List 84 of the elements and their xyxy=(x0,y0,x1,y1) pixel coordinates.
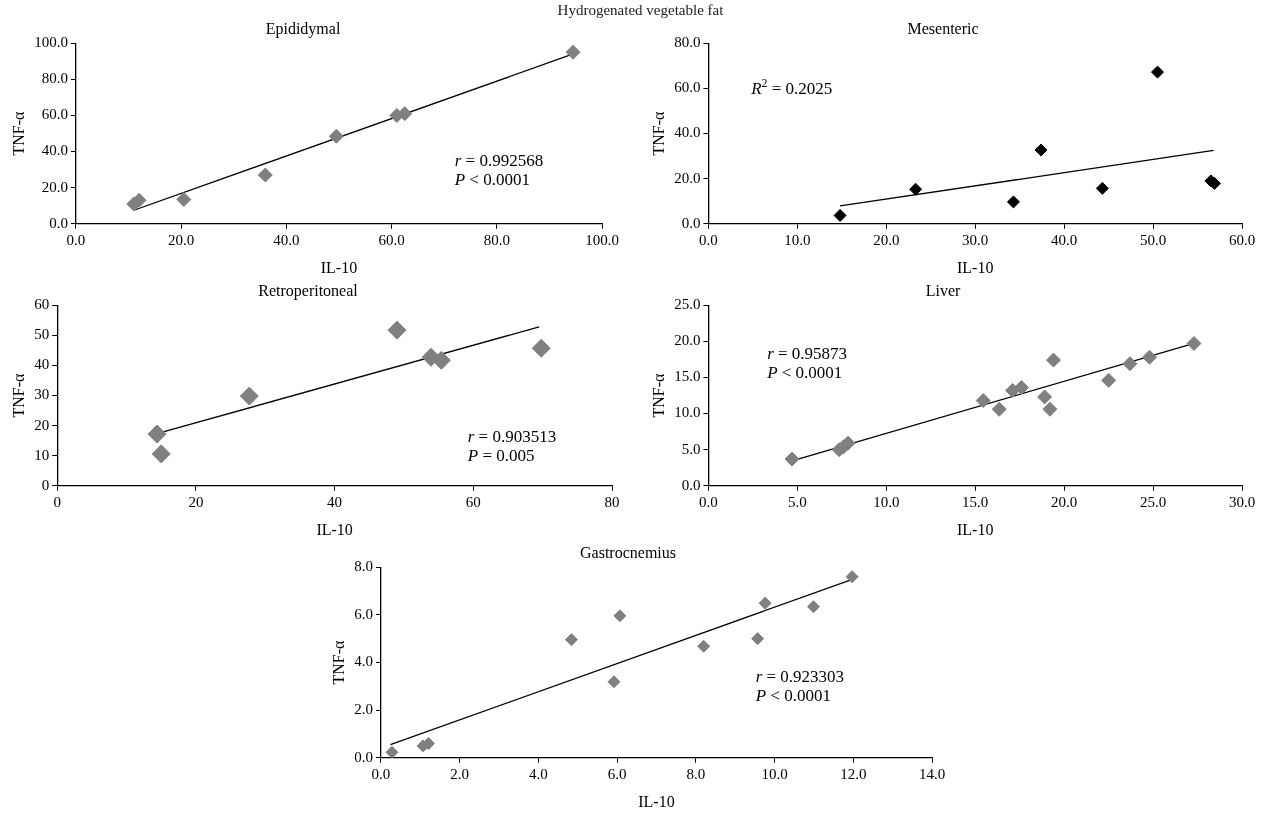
y-tick-label: 40.0 xyxy=(41,142,68,159)
y-tick-label: 80.0 xyxy=(674,34,701,51)
y-tick-label: 25.0 xyxy=(674,296,701,313)
x-tick-label: 20.0 xyxy=(873,231,900,248)
x-axis-title: IL-10 xyxy=(957,258,994,276)
text: Hydrogenated vegetable fat xyxy=(556,2,725,19)
x-tick-label: 14.0 xyxy=(918,765,946,782)
x-tick-label: 80 xyxy=(604,493,620,510)
x-tick-label: 20.0 xyxy=(168,231,195,248)
chart-title: Retroperitoneal xyxy=(258,281,359,300)
y-tick-label: 80.0 xyxy=(41,70,68,87)
annotation: P = 0.005 xyxy=(466,446,535,466)
x-tick-label: 6.0 xyxy=(607,765,627,782)
y-tick-label: 6.0 xyxy=(354,605,373,622)
annotation: r = 0.903513 xyxy=(467,427,557,447)
x-tick-label: 0.0 xyxy=(699,231,718,248)
x-tick-label: 40 xyxy=(327,493,343,510)
annotation: r = 0.95873 xyxy=(767,344,848,364)
y-axis-title: TNF-α xyxy=(9,372,27,418)
y-axis-title: TNF-α xyxy=(329,639,347,685)
x-tick-label: 60.0 xyxy=(1228,231,1256,248)
y-tick-label: 5.0 xyxy=(681,440,701,457)
y-tick-label: 20.0 xyxy=(41,178,68,195)
x-tick-label: 0.0 xyxy=(66,231,86,248)
x-tick-label: 50.0 xyxy=(1139,231,1167,248)
annotation: P < 0.0001 xyxy=(766,363,843,383)
x-tick-label: 2.0 xyxy=(450,765,470,782)
y-tick-label: 100.0 xyxy=(34,34,68,51)
x-axis-title: IL-10 xyxy=(957,520,994,538)
x-tick-label: 4.0 xyxy=(529,765,548,782)
x-tick-label: 0.0 xyxy=(371,765,391,782)
x-tick-label: 100.0 xyxy=(585,231,619,248)
chart-title: Mesenteric xyxy=(907,19,979,37)
y-tick-label: 20.0 xyxy=(674,169,701,186)
chart-title: Epididymal xyxy=(265,19,341,38)
x-tick-label: 10.0 xyxy=(873,493,900,510)
y-tick-label: 0.0 xyxy=(681,214,701,231)
annotation: r = 0.992568 xyxy=(454,151,544,171)
y-tick-label: 60.0 xyxy=(41,106,68,123)
y-tick-label: 40.0 xyxy=(674,124,701,141)
x-tick-label: 10.0 xyxy=(784,231,811,248)
y-tick-label: 4.0 xyxy=(354,653,373,670)
x-tick-label: 0.0 xyxy=(699,493,718,510)
x-tick-label: 60 xyxy=(465,493,481,510)
x-axis-title: IL-10 xyxy=(316,520,353,538)
y-tick-label: 10.0 xyxy=(674,404,701,421)
x-tick-label: 40.0 xyxy=(1051,231,1078,248)
y-tick-label: 40 xyxy=(34,356,50,373)
x-tick-label: 12.0 xyxy=(840,765,867,782)
y-tick-label: 0.0 xyxy=(354,748,373,765)
x-axis-title: IL-10 xyxy=(638,792,675,810)
annotation: P < 0.0001 xyxy=(453,170,530,190)
x-tick-label: 60.0 xyxy=(378,231,405,248)
y-axis-title: TNF-α xyxy=(9,110,27,156)
x-tick-label: 25.0 xyxy=(1139,493,1167,510)
x-tick-label: 40.0 xyxy=(273,231,300,248)
x-tick-label: 30.0 xyxy=(962,231,989,248)
y-tick-label: 30 xyxy=(34,386,50,403)
annotation: r = 0.923303 xyxy=(755,666,845,686)
y-tick-label: 0.0 xyxy=(681,476,701,493)
chart-title: Gastrocnemius xyxy=(580,543,676,561)
x-tick-label: 20 xyxy=(188,493,204,510)
x-tick-label: 30.0 xyxy=(1228,493,1256,510)
x-tick-label: 20.0 xyxy=(1051,493,1078,510)
y-tick-label: 0.0 xyxy=(49,214,68,231)
y-tick-label: 20 xyxy=(34,416,50,433)
y-tick-label: 50 xyxy=(34,326,50,343)
y-tick-label: 2.0 xyxy=(354,701,373,718)
y-tick-label: 15.0 xyxy=(674,368,701,385)
y-tick-label: 0 xyxy=(41,476,50,493)
chart-title: Liver xyxy=(925,281,961,299)
x-tick-label: 15.0 xyxy=(962,493,989,510)
y-tick-label: 60.0 xyxy=(674,79,701,96)
y-tick-label: 20.0 xyxy=(674,332,701,349)
annotation: P < 0.0001 xyxy=(754,685,831,705)
x-tick-label: 5.0 xyxy=(788,493,807,510)
y-tick-label: 8.0 xyxy=(354,558,373,575)
x-axis-title: IL-10 xyxy=(320,258,358,276)
y-tick-label: 10 xyxy=(34,446,50,463)
x-tick-label: 80.0 xyxy=(483,231,510,248)
y-axis-title: TNF-α xyxy=(649,110,667,156)
y-tick-label: 60 xyxy=(34,296,50,313)
y-axis-title: TNF-α xyxy=(649,372,667,418)
x-tick-label: 10.0 xyxy=(761,765,788,782)
